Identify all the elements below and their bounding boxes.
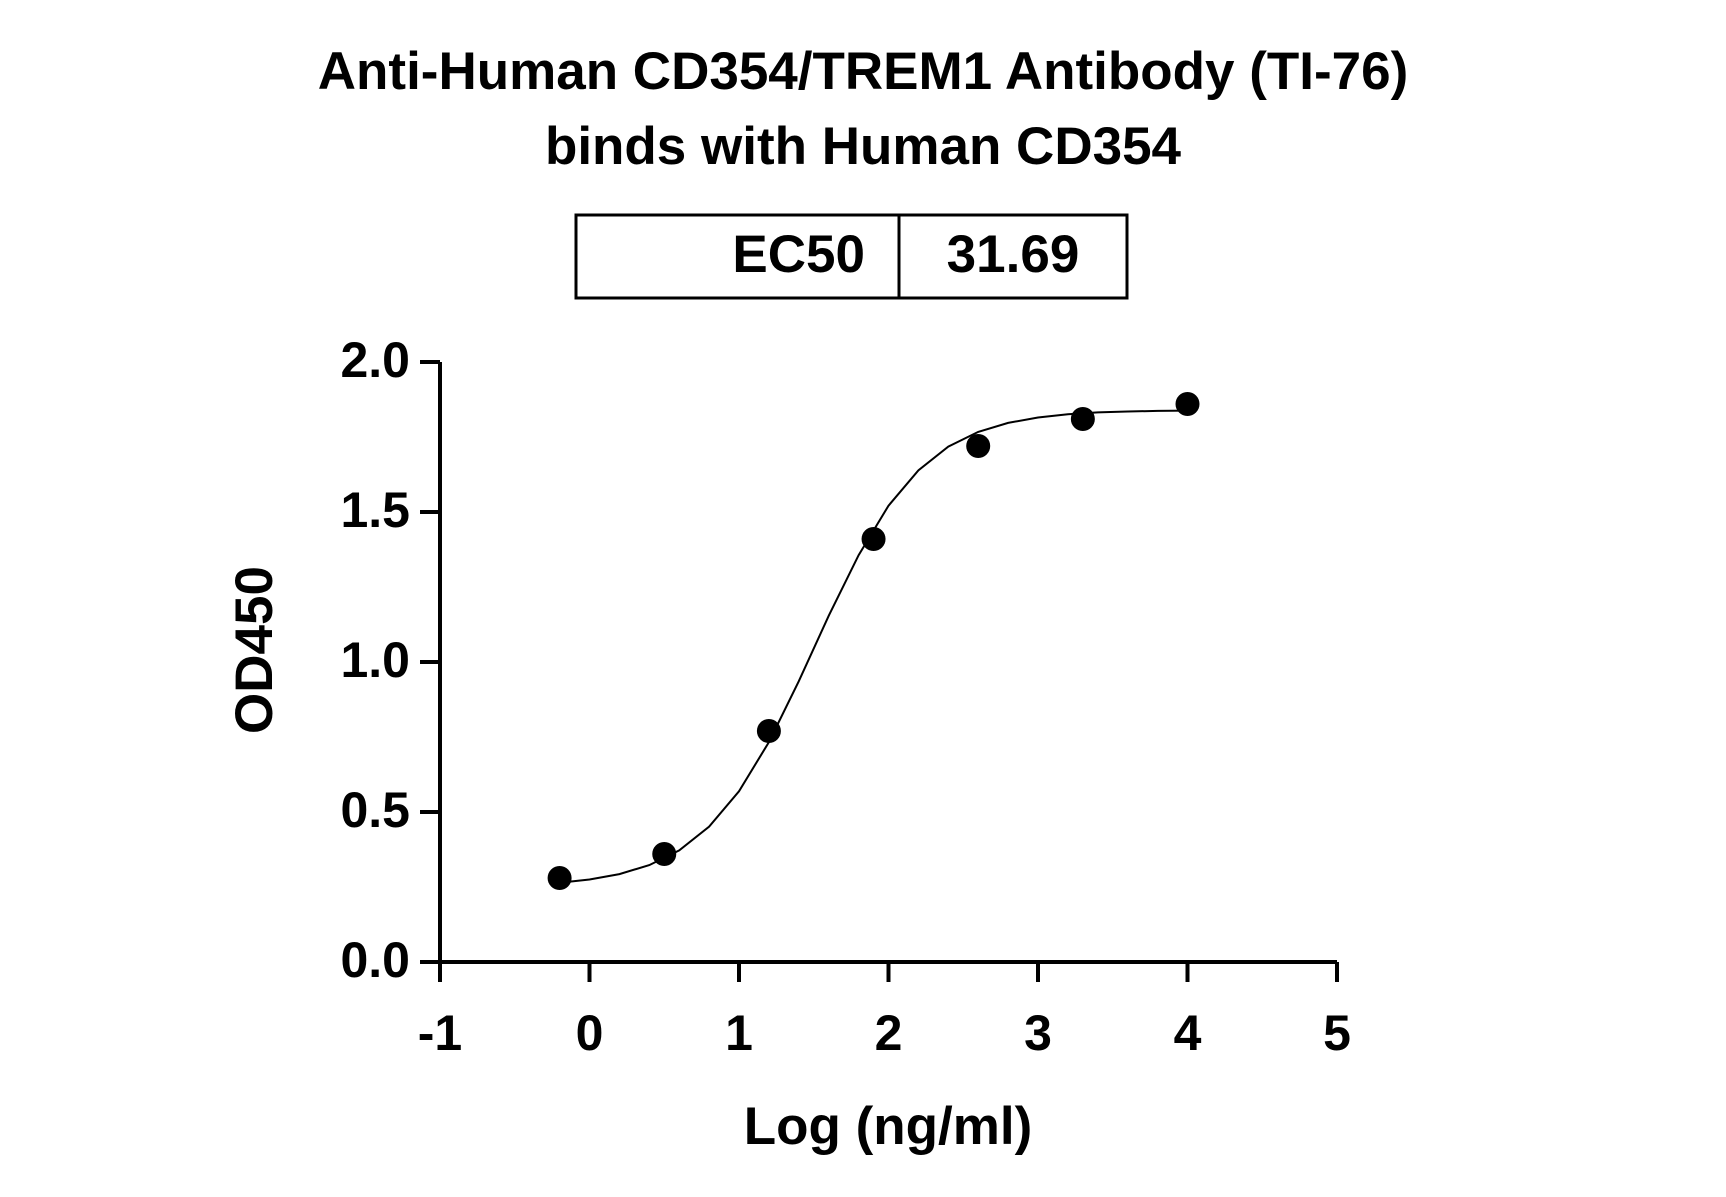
x-axis-label: Log (ng/ml)	[744, 1097, 1032, 1156]
x-tick-label: 2	[875, 1005, 903, 1061]
data-point	[966, 434, 991, 458]
ec50-label: EC50	[732, 225, 865, 284]
data-point	[547, 866, 572, 890]
data-point	[861, 527, 886, 551]
x-tick-label: -1	[418, 1005, 462, 1061]
y-axis-label: OD450	[225, 566, 284, 734]
fit-curve	[559, 409, 1188, 884]
data-point	[652, 842, 677, 866]
data-point	[756, 719, 781, 743]
x-tick-label: 0	[576, 1005, 604, 1061]
y-tick-label: 2.0	[340, 332, 410, 388]
x-tick-label: 3	[1024, 1005, 1052, 1061]
y-tick-label: 0.5	[340, 782, 410, 838]
y-tick-label: 1.0	[340, 632, 410, 688]
ec50-value: 31.69	[947, 225, 1080, 284]
x-tick-label: 4	[1174, 1005, 1202, 1061]
chart-title: Anti-Human CD354/TREM1 Antibody (TI-76)	[318, 42, 1408, 101]
data-point	[1070, 407, 1095, 431]
chart-subtitle: binds with Human CD354	[545, 117, 1182, 176]
x-tick-label: 1	[725, 1005, 753, 1061]
x-tick-label: 5	[1323, 1005, 1351, 1061]
y-tick-label: 1.5	[340, 482, 410, 538]
y-tick-label: 0.0	[340, 932, 410, 988]
data-point	[1175, 392, 1200, 416]
ec50-box	[574, 213, 1129, 300]
